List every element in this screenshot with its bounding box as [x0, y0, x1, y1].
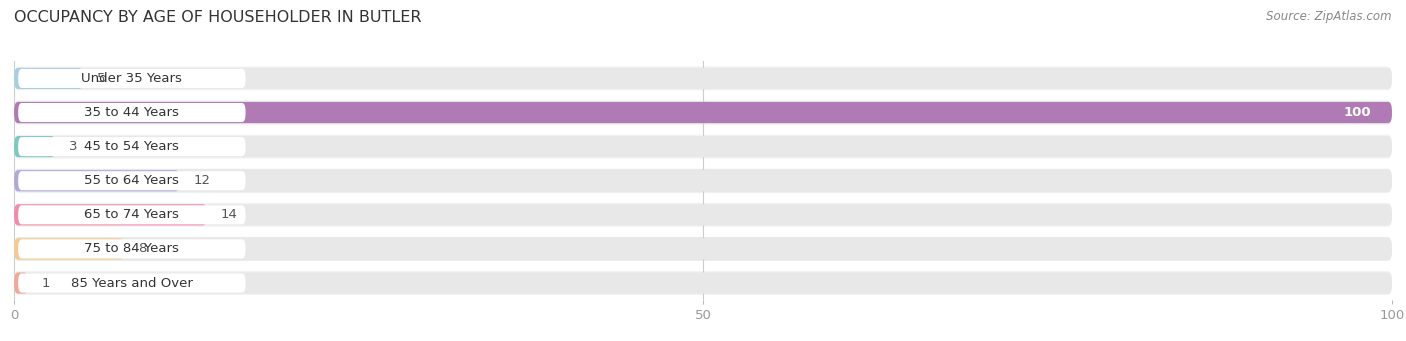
FancyBboxPatch shape — [14, 237, 1392, 261]
FancyBboxPatch shape — [18, 103, 246, 122]
Text: 1: 1 — [42, 277, 51, 290]
Text: 55 to 64 Years: 55 to 64 Years — [84, 174, 180, 187]
FancyBboxPatch shape — [14, 272, 28, 294]
Text: 8: 8 — [138, 242, 146, 255]
Text: 85 Years and Over: 85 Years and Over — [70, 277, 193, 290]
Text: OCCUPANCY BY AGE OF HOUSEHOLDER IN BUTLER: OCCUPANCY BY AGE OF HOUSEHOLDER IN BUTLE… — [14, 10, 422, 25]
FancyBboxPatch shape — [18, 273, 246, 293]
FancyBboxPatch shape — [18, 171, 246, 190]
Text: 75 to 84 Years: 75 to 84 Years — [84, 242, 180, 255]
FancyBboxPatch shape — [14, 102, 1392, 123]
FancyBboxPatch shape — [14, 272, 1392, 294]
FancyBboxPatch shape — [18, 205, 246, 224]
Text: 3: 3 — [69, 140, 77, 153]
FancyBboxPatch shape — [14, 136, 55, 157]
Text: 12: 12 — [193, 174, 209, 187]
FancyBboxPatch shape — [18, 69, 246, 88]
FancyBboxPatch shape — [14, 136, 1392, 157]
FancyBboxPatch shape — [14, 170, 180, 191]
FancyBboxPatch shape — [14, 203, 1392, 227]
Text: 100: 100 — [1344, 106, 1371, 119]
FancyBboxPatch shape — [14, 169, 1392, 193]
FancyBboxPatch shape — [14, 204, 207, 225]
Text: 45 to 54 Years: 45 to 54 Years — [84, 140, 180, 153]
Text: 14: 14 — [221, 208, 238, 221]
Text: 65 to 74 Years: 65 to 74 Years — [84, 208, 180, 221]
Text: Source: ZipAtlas.com: Source: ZipAtlas.com — [1267, 10, 1392, 23]
FancyBboxPatch shape — [14, 66, 1392, 90]
FancyBboxPatch shape — [14, 238, 1392, 260]
FancyBboxPatch shape — [14, 68, 83, 89]
Text: 5: 5 — [97, 72, 105, 85]
FancyBboxPatch shape — [18, 239, 246, 258]
FancyBboxPatch shape — [14, 238, 124, 260]
Text: Under 35 Years: Under 35 Years — [82, 72, 183, 85]
FancyBboxPatch shape — [14, 204, 1392, 225]
FancyBboxPatch shape — [14, 102, 1392, 123]
FancyBboxPatch shape — [14, 68, 1392, 89]
Text: 35 to 44 Years: 35 to 44 Years — [84, 106, 180, 119]
FancyBboxPatch shape — [14, 271, 1392, 295]
FancyBboxPatch shape — [14, 101, 1392, 124]
FancyBboxPatch shape — [14, 170, 1392, 191]
FancyBboxPatch shape — [18, 137, 246, 156]
FancyBboxPatch shape — [14, 135, 1392, 159]
